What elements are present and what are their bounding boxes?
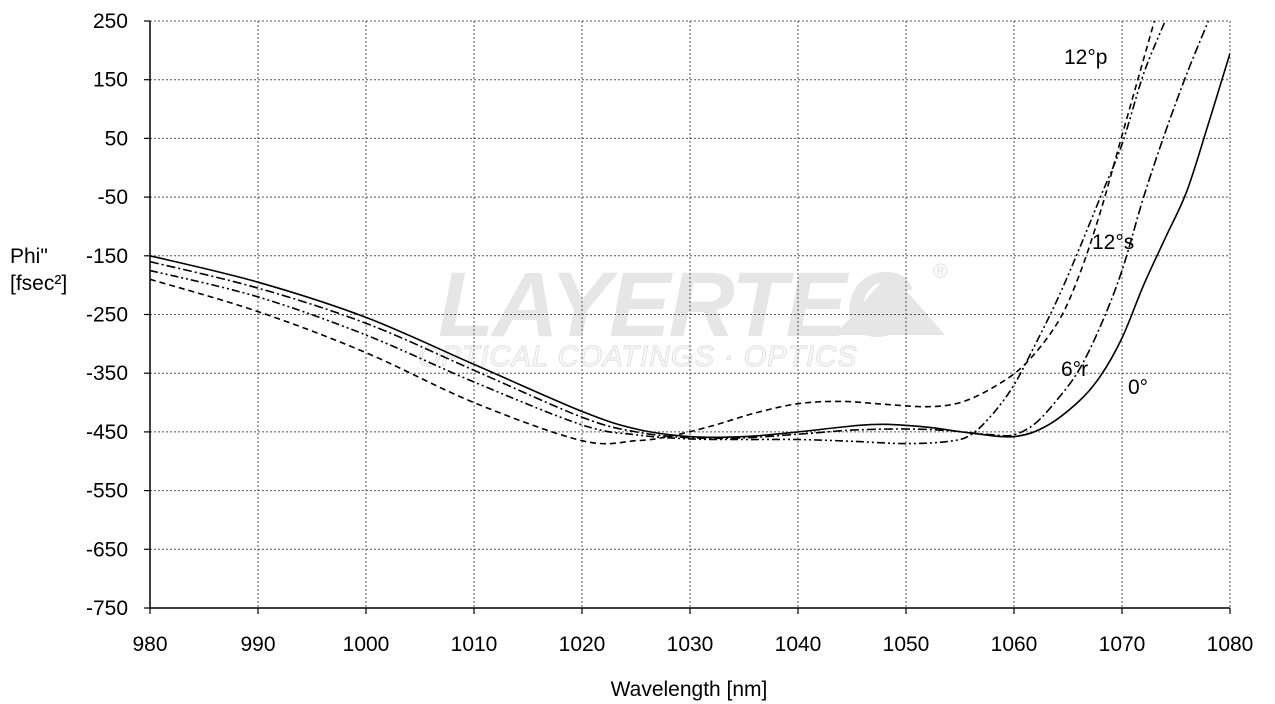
series-label-6r: 6°r — [1061, 358, 1088, 381]
watermark-main-text: LAYERTEC — [438, 254, 913, 356]
x-tick-label: 1010 — [451, 633, 498, 656]
x-tick-label: 1000 — [343, 633, 390, 656]
y-axis-title-line2: [fsec²] — [10, 272, 67, 295]
watermark-registered-mark: ® — [933, 261, 948, 283]
y-tick-labels: -750 -650 -550 -450 -350 -250 -150 -50 50 150 250 — [86, 10, 128, 620]
watermark-logo: LAYERTEC ® OPTICAL COATINGS · OPTICS — [417, 254, 948, 374]
x-tick-label: 990 — [240, 633, 275, 656]
y-tick-label: -650 — [86, 538, 128, 561]
y-tick-label: 50 — [105, 127, 128, 150]
x-tick-label: 1040 — [775, 633, 822, 656]
x-tick-label: 1020 — [559, 633, 606, 656]
watermark-triangle — [835, 272, 945, 335]
y-tick-label: -150 — [86, 245, 128, 268]
y-tick-label: 150 — [93, 69, 128, 92]
y-tick-label: -450 — [86, 421, 128, 444]
y-axis-title-line1: Phi" — [10, 245, 48, 268]
y-tick-label: -50 — [98, 186, 128, 209]
x-tick-labels: 980 990 1000 1010 1020 1030 1040 1050 1060 1070 10… — [132, 633, 1253, 656]
series-labels: 12°p 12°s 6°r 0° — [1061, 46, 1148, 399]
grid — [150, 20, 1231, 608]
series-line-2 — [150, 21, 1166, 445]
series-label-12p: 12°p — [1064, 46, 1107, 69]
series-line-1 — [150, 21, 1210, 440]
series-line-0 — [150, 53, 1230, 439]
x-tick-label: 1050 — [883, 633, 930, 656]
y-tick-label: 250 — [93, 10, 128, 33]
y-tick-label: -250 — [86, 304, 128, 327]
series-group — [150, 21, 1230, 445]
series-label-0: 0° — [1128, 376, 1148, 399]
x-tick-label: 980 — [132, 633, 167, 656]
x-tick-label: 1030 — [667, 633, 714, 656]
series-label-12s: 12°s — [1092, 231, 1134, 254]
axes — [144, 20, 1231, 614]
series-line-3 — [150, 21, 1156, 445]
x-axis-title: Wavelength [nm] — [611, 678, 768, 701]
watermark-sub-text: OPTICAL COATINGS · OPTICS — [418, 341, 858, 373]
x-tick-label: 1070 — [1099, 633, 1146, 656]
x-tick-label: 1060 — [991, 633, 1038, 656]
y-tick-label: -350 — [86, 362, 128, 385]
x-tick-label: 1080 — [1207, 633, 1254, 656]
y-tick-label: -750 — [86, 597, 128, 620]
y-tick-label: -550 — [86, 480, 128, 503]
